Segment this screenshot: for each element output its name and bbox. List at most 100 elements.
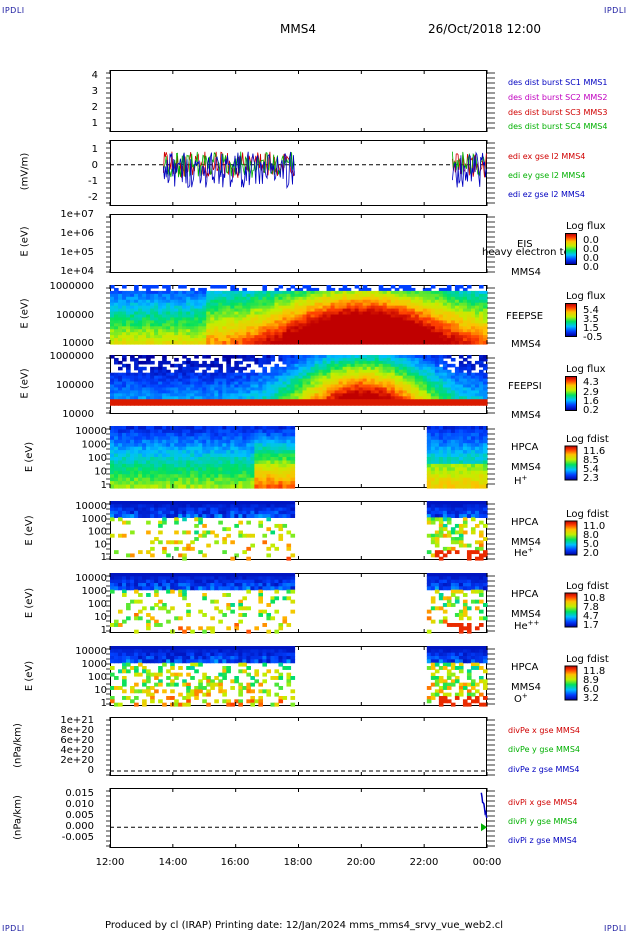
spectrogram-cell bbox=[230, 429, 235, 434]
spectrogram-cell bbox=[422, 335, 428, 339]
spectrogram-cell bbox=[370, 311, 376, 316]
spectrogram-cell bbox=[234, 381, 239, 386]
spectrogram-cell bbox=[366, 357, 372, 362]
spectrogram-cell bbox=[182, 484, 187, 489]
spectrogram-cell bbox=[442, 450, 448, 455]
spectrogram-cell bbox=[126, 293, 131, 298]
spectrogram-cell bbox=[354, 366, 360, 371]
spectrogram-cell bbox=[246, 299, 251, 304]
spectrogram-cell bbox=[194, 402, 199, 406]
spectrogram-cell bbox=[438, 314, 444, 319]
spectrogram-cell bbox=[378, 396, 384, 400]
spectrogram-cell bbox=[358, 317, 364, 321]
spectrogram-cell bbox=[162, 290, 167, 295]
spectrogram-cell bbox=[466, 453, 472, 458]
spectrogram-cell bbox=[178, 396, 183, 400]
spectrogram-cell bbox=[462, 530, 468, 535]
spectrogram-cell bbox=[110, 355, 115, 359]
spectrogram-cell bbox=[154, 369, 159, 374]
spectrogram-cell bbox=[414, 320, 420, 324]
spectrogram-cell bbox=[126, 338, 131, 342]
spectrogram-cell bbox=[274, 439, 280, 444]
spectrogram-cell bbox=[242, 329, 247, 333]
spectrogram-cell bbox=[478, 323, 484, 327]
spectrogram-cell bbox=[454, 299, 460, 304]
spectrogram-cell bbox=[454, 329, 460, 333]
spectrogram-cell bbox=[326, 323, 332, 327]
spectrogram-cell bbox=[346, 332, 352, 336]
spectrogram-cell bbox=[330, 311, 336, 316]
spectrogram-cell bbox=[262, 357, 268, 362]
spectrogram-cell bbox=[258, 338, 264, 342]
spectrogram-cell bbox=[426, 305, 432, 310]
spectrogram-cell bbox=[218, 514, 223, 518]
spectrogram-cell bbox=[154, 393, 159, 397]
spectrogram-cell bbox=[166, 326, 171, 330]
spectrogram-cell bbox=[198, 387, 203, 391]
spectrogram-cell bbox=[350, 299, 356, 304]
spectrogram-cell bbox=[354, 384, 360, 389]
spectrogram-cell bbox=[262, 299, 268, 304]
spectrogram-cell bbox=[410, 299, 416, 304]
spectrogram-cell bbox=[150, 576, 155, 581]
spectrogram-cell bbox=[234, 363, 239, 368]
spectrogram-cell bbox=[178, 510, 183, 515]
spectrogram-cell bbox=[218, 446, 223, 451]
spectrogram-cell bbox=[466, 381, 472, 386]
spectrogram-cell bbox=[258, 296, 264, 301]
spectrogram-cell bbox=[426, 436, 432, 441]
spectrogram-cell bbox=[262, 439, 268, 444]
spectrogram-cell bbox=[386, 369, 392, 374]
spectrogram-cell bbox=[154, 463, 159, 468]
spectrogram-cell bbox=[118, 378, 123, 383]
spectrogram-cell bbox=[198, 533, 203, 538]
spectrogram-cell bbox=[190, 504, 195, 509]
spectrogram-cell bbox=[350, 378, 356, 383]
spectrogram-cell bbox=[466, 553, 472, 558]
x-tick-label: 22:00 bbox=[409, 857, 439, 868]
spectrogram-cell bbox=[178, 443, 183, 448]
spectrogram-cell bbox=[454, 320, 460, 324]
spectrogram-cell bbox=[118, 366, 123, 371]
spectrogram-cell bbox=[234, 378, 239, 383]
spectrogram-cell bbox=[170, 463, 175, 468]
spectrogram-cell bbox=[422, 338, 428, 342]
spectrogram-cell bbox=[182, 457, 187, 462]
spectrogram-cell bbox=[294, 387, 300, 391]
spectrogram-cell bbox=[186, 393, 191, 397]
spectrogram-cell bbox=[194, 320, 199, 324]
spectrogram-cell bbox=[178, 470, 183, 475]
spectrogram-cell bbox=[338, 314, 344, 319]
spectrogram-cell bbox=[246, 507, 251, 512]
spectrogram-cell bbox=[138, 375, 143, 380]
spectrogram-cell bbox=[246, 338, 251, 342]
spectrogram-cell bbox=[142, 501, 147, 505]
spectrogram-cell bbox=[430, 446, 436, 451]
spectrogram-cell bbox=[434, 443, 440, 448]
spectrogram-cell bbox=[190, 366, 195, 371]
spectrogram-cell bbox=[470, 443, 476, 448]
spectrogram-cell bbox=[326, 326, 332, 330]
spectrogram-cell bbox=[406, 393, 412, 397]
spectrogram-cell bbox=[338, 399, 344, 403]
spectrogram-cell bbox=[134, 296, 139, 301]
spectrogram-cell bbox=[210, 378, 215, 383]
spectrogram-cell bbox=[206, 323, 211, 327]
spectrogram-cell bbox=[142, 305, 147, 310]
spectrogram-cell bbox=[322, 369, 328, 374]
spectrogram-cell bbox=[146, 375, 151, 380]
corner-label-br: IPDLI bbox=[604, 924, 627, 933]
spectrogram-cell bbox=[198, 481, 203, 486]
spectrogram-cell bbox=[214, 439, 219, 444]
spectrogram-cell bbox=[246, 514, 251, 518]
spectrogram-cell bbox=[158, 308, 163, 313]
spectrogram-cell bbox=[274, 326, 280, 330]
spectrogram-cell bbox=[114, 287, 119, 292]
spectrogram-cell bbox=[146, 332, 151, 336]
spectrogram-cell bbox=[146, 520, 151, 525]
spectrogram-cell bbox=[150, 553, 155, 558]
spectrogram-cell bbox=[426, 317, 432, 321]
spectrogram-cell bbox=[178, 317, 183, 321]
spectrogram-cell bbox=[170, 443, 175, 448]
spectrogram-cell bbox=[198, 453, 203, 458]
